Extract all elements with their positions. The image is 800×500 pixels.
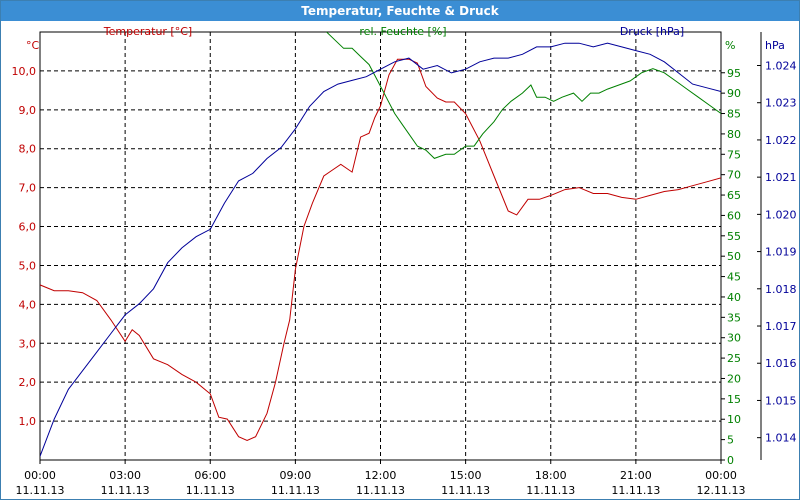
x-tick-date: 11.11.13 <box>356 484 405 497</box>
humidity-tick: 25 <box>727 352 741 365</box>
temperature-tick: 4,0 <box>19 298 37 311</box>
temperature-tick: 10,0 <box>12 65 37 78</box>
pressure-tick: 1.021 <box>765 171 797 184</box>
x-tick-time: 15:00 <box>450 469 482 482</box>
temperature-series-line <box>40 58 721 442</box>
humidity-tick: 50 <box>727 250 741 263</box>
humidity-tick: 75 <box>727 148 741 161</box>
temperature-tick: 9,0 <box>19 104 37 117</box>
humidity-tick: 45 <box>727 271 741 284</box>
x-tick-date: 11.11.13 <box>271 484 320 497</box>
temperature-tick: 2,0 <box>19 376 37 389</box>
temperature-unit: °C <box>26 39 40 52</box>
x-tick-time: 00:00 <box>24 469 56 482</box>
humidity-tick: 10 <box>727 413 741 426</box>
humidity-tick: 80 <box>727 128 741 141</box>
x-tick-date: 11.11.13 <box>441 484 490 497</box>
humidity-tick: 70 <box>727 169 741 182</box>
temperature-tick: 1,0 <box>19 415 37 428</box>
pressure-tick: 1.020 <box>765 208 797 221</box>
window-title: Temperatur, Feuchte & Druck <box>1 1 799 21</box>
humidity-tick: 85 <box>727 108 741 121</box>
temperature-tick: 8,0 <box>19 143 37 156</box>
temperature-axis-label: Temperatur [°C] <box>103 25 192 38</box>
pressure-tick: 1.019 <box>765 246 797 259</box>
humidity-tick: 90 <box>727 87 741 100</box>
pressure-tick: 1.024 <box>765 59 797 72</box>
pressure-tick: 1.016 <box>765 357 797 370</box>
x-tick-date: 11.11.13 <box>101 484 150 497</box>
pressure-tick: 1.018 <box>765 283 797 296</box>
humidity-tick: 20 <box>727 372 741 385</box>
x-tick-date: 11.11.13 <box>16 484 65 497</box>
grid <box>39 31 722 461</box>
pressure-tick: 1.017 <box>765 320 797 333</box>
humidity-axis-label: rel. Feuchte [%] <box>359 25 446 38</box>
x-tick-date: 12.11.13 <box>697 484 746 497</box>
x-tick-date: 11.11.13 <box>526 484 575 497</box>
pressure-tick: 1.023 <box>765 97 797 110</box>
x-tick-time: 18:00 <box>535 469 567 482</box>
humidity-tick: 95 <box>727 67 741 80</box>
pressure-tick: 1.015 <box>765 394 797 407</box>
pressure-unit: hPa <box>765 39 785 52</box>
x-tick-date: 11.11.13 <box>186 484 235 497</box>
axis-labels: Temperatur [°C] rel. Feuchte [%] Druck [… <box>26 25 785 52</box>
x-tick-time: 06:00 <box>194 469 226 482</box>
series-lines <box>40 32 721 457</box>
humidity-tick: 55 <box>727 230 741 243</box>
temperature-tick: 3,0 <box>19 337 37 350</box>
x-tick-time: 00:00 <box>705 469 737 482</box>
humidity-tick: 5 <box>727 434 734 447</box>
humidity-unit: % <box>725 39 735 52</box>
pressure-tick: 1.022 <box>765 134 797 147</box>
temperature-tick: 6,0 <box>19 221 37 234</box>
x-tick-time: 21:00 <box>620 469 652 482</box>
humidity-series-line <box>326 32 721 159</box>
x-tick-date: 11.11.13 <box>611 484 660 497</box>
temperature-tick: 7,0 <box>19 182 37 195</box>
temperature-tick: 5,0 <box>19 259 37 272</box>
humidity-tick: 40 <box>727 291 741 304</box>
humidity-tick: 15 <box>727 393 741 406</box>
x-tick-time: 03:00 <box>109 469 141 482</box>
x-tick-time: 09:00 <box>280 469 312 482</box>
humidity-tick: 60 <box>727 209 741 222</box>
pressure-series-line <box>40 42 721 457</box>
humidity-tick: 0 <box>727 454 734 467</box>
humidity-tick: 35 <box>727 311 741 324</box>
x-tick-time: 12:00 <box>365 469 397 482</box>
humidity-tick: 30 <box>727 332 741 345</box>
humidity-tick: 65 <box>727 189 741 202</box>
pressure-tick: 1.014 <box>765 432 797 445</box>
pressure-axis-label: Druck [hPa] <box>620 25 684 38</box>
axes: 00:00 11.11.13 03:00 11.11.13 06:00 11.11.13 0… <box>12 32 797 497</box>
